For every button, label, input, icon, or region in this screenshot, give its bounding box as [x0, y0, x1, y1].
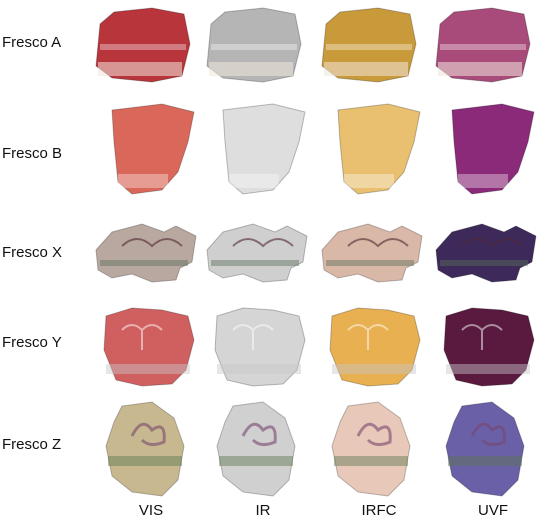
- fresco-a-vis-image: [95, 7, 191, 83]
- fresco-y-ir-image: [214, 307, 306, 387]
- fresco-y-irfc-image: [329, 307, 421, 387]
- col-label-irfc: IRFC: [361, 502, 397, 519]
- fresco-a-irfc-image: [321, 7, 417, 83]
- fresco-a-ir-image: [206, 7, 302, 83]
- row-label-fresco-a: Fresco A: [2, 34, 62, 51]
- fresco-x-uvf-image: [435, 223, 537, 283]
- fresco-x-irfc-image: [321, 223, 423, 283]
- col-label-ir: IR: [255, 502, 271, 519]
- fresco-y-uvf-image: [443, 307, 535, 387]
- col-label-uvf: UVF: [478, 502, 508, 519]
- fresco-x-ir-image: [206, 223, 308, 283]
- fresco-a-uvf-image: [435, 7, 531, 83]
- fresco-z-irfc-image: [331, 401, 411, 497]
- fresco-y-vis-image: [103, 307, 195, 387]
- col-label-vis: VIS: [138, 502, 164, 519]
- row-label-fresco-b: Fresco B: [2, 145, 63, 162]
- fresco-z-uvf-image: [445, 401, 525, 497]
- fresco-z-vis-image: [105, 401, 185, 497]
- fresco-b-uvf-image: [451, 103, 535, 195]
- fresco-x-vis-image: [95, 223, 197, 283]
- row-label-fresco-y: Fresco Y: [2, 334, 62, 351]
- fresco-b-ir-image: [222, 103, 306, 195]
- row-label-fresco-x: Fresco X: [2, 244, 63, 261]
- fresco-b-vis-image: [111, 103, 195, 195]
- row-label-fresco-z: Fresco Z: [2, 436, 62, 453]
- fresco-b-irfc-image: [337, 103, 421, 195]
- fresco-z-ir-image: [216, 401, 296, 497]
